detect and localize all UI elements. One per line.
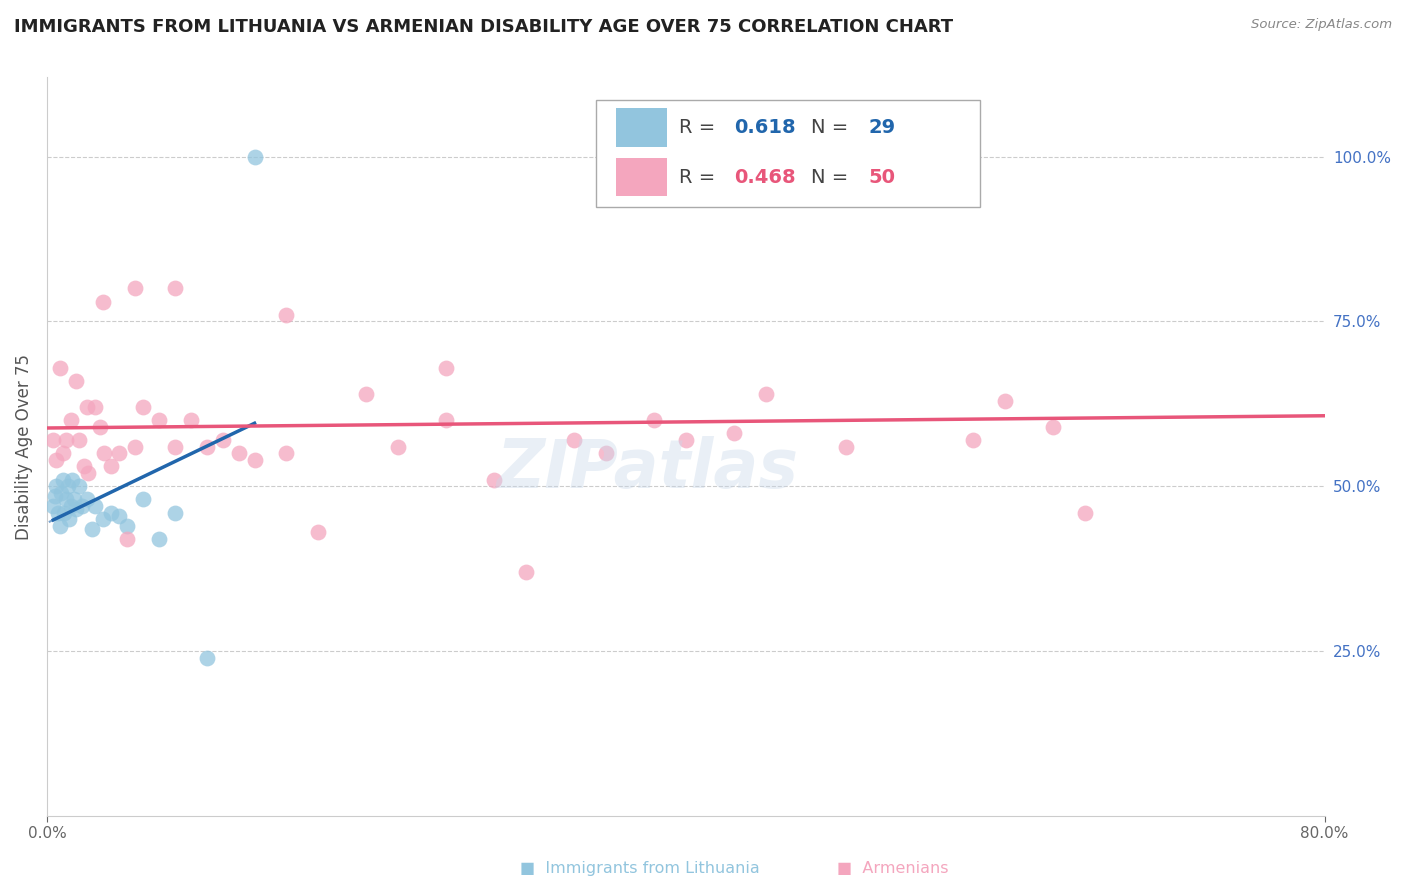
Point bbox=[124, 440, 146, 454]
Point bbox=[53, 506, 76, 520]
Text: ■  Armenians: ■ Armenians bbox=[837, 861, 948, 876]
Point bbox=[595, 446, 617, 460]
Point bbox=[46, 506, 69, 520]
Text: 29: 29 bbox=[869, 118, 896, 137]
Point bbox=[65, 502, 87, 516]
Point bbox=[70, 499, 93, 513]
Point bbox=[59, 413, 82, 427]
Text: ■  Immigrants from Lithuania: ■ Immigrants from Lithuania bbox=[520, 861, 761, 876]
Point bbox=[80, 522, 103, 536]
Point bbox=[44, 489, 66, 503]
Point bbox=[59, 499, 82, 513]
Point bbox=[228, 446, 250, 460]
Point bbox=[962, 433, 984, 447]
Point bbox=[834, 440, 856, 454]
Point bbox=[76, 400, 98, 414]
Point bbox=[107, 508, 129, 523]
Point bbox=[63, 492, 86, 507]
Point bbox=[163, 506, 186, 520]
Point bbox=[132, 400, 155, 414]
Point bbox=[107, 446, 129, 460]
Text: R =: R = bbox=[679, 118, 721, 137]
Point bbox=[42, 499, 65, 513]
Point bbox=[307, 525, 329, 540]
Point bbox=[77, 466, 100, 480]
Point bbox=[58, 512, 80, 526]
Point bbox=[195, 440, 218, 454]
Text: 0.618: 0.618 bbox=[734, 118, 796, 137]
Bar bbox=[616, 158, 666, 196]
Point bbox=[180, 413, 202, 427]
Bar bbox=[616, 109, 666, 147]
Point bbox=[93, 446, 115, 460]
Point bbox=[65, 374, 87, 388]
Point bbox=[387, 440, 409, 454]
Point bbox=[434, 413, 457, 427]
Point bbox=[723, 426, 745, 441]
Point bbox=[163, 281, 186, 295]
Point bbox=[76, 492, 98, 507]
Point bbox=[356, 387, 378, 401]
Point bbox=[515, 565, 537, 579]
Point bbox=[67, 433, 90, 447]
Y-axis label: Disability Age Over 75: Disability Age Over 75 bbox=[15, 353, 32, 540]
Point bbox=[994, 393, 1017, 408]
Text: Source: ZipAtlas.com: Source: ZipAtlas.com bbox=[1251, 18, 1392, 31]
Bar bbox=[596, 100, 980, 207]
Point bbox=[914, 150, 936, 164]
Text: 0.468: 0.468 bbox=[734, 168, 796, 186]
Point bbox=[211, 433, 233, 447]
Point bbox=[100, 506, 122, 520]
Point bbox=[55, 492, 77, 507]
Text: ZIPatlas: ZIPatlas bbox=[496, 436, 799, 502]
Point bbox=[243, 453, 266, 467]
Point bbox=[52, 446, 75, 460]
Point bbox=[115, 518, 138, 533]
Point bbox=[72, 459, 94, 474]
Point bbox=[1042, 420, 1064, 434]
Point bbox=[124, 281, 146, 295]
Text: 50: 50 bbox=[869, 168, 896, 186]
Text: N =: N = bbox=[811, 118, 855, 137]
Point bbox=[1074, 506, 1097, 520]
Point bbox=[276, 446, 298, 460]
Point bbox=[42, 433, 65, 447]
Text: N =: N = bbox=[811, 168, 855, 186]
Point bbox=[67, 479, 90, 493]
Point bbox=[48, 518, 70, 533]
Point bbox=[48, 360, 70, 375]
Text: IMMIGRANTS FROM LITHUANIA VS ARMENIAN DISABILITY AGE OVER 75 CORRELATION CHART: IMMIGRANTS FROM LITHUANIA VS ARMENIAN DI… bbox=[14, 18, 953, 36]
Point bbox=[115, 532, 138, 546]
Text: R =: R = bbox=[679, 168, 721, 186]
Point bbox=[643, 413, 665, 427]
Point bbox=[163, 440, 186, 454]
Point bbox=[675, 433, 697, 447]
Point bbox=[562, 433, 585, 447]
Point bbox=[195, 650, 218, 665]
Point bbox=[45, 479, 67, 493]
Point bbox=[100, 459, 122, 474]
Point bbox=[482, 473, 505, 487]
Point bbox=[148, 532, 170, 546]
Point bbox=[83, 499, 105, 513]
Point bbox=[51, 485, 73, 500]
Point bbox=[62, 473, 84, 487]
Point bbox=[91, 512, 114, 526]
Point bbox=[89, 420, 111, 434]
Point bbox=[83, 400, 105, 414]
Point bbox=[243, 150, 266, 164]
Point bbox=[55, 433, 77, 447]
Point bbox=[132, 492, 155, 507]
Point bbox=[45, 453, 67, 467]
Point bbox=[434, 360, 457, 375]
Point bbox=[56, 479, 79, 493]
Point bbox=[52, 473, 75, 487]
Point bbox=[276, 308, 298, 322]
Point bbox=[91, 294, 114, 309]
Point bbox=[148, 413, 170, 427]
Point bbox=[755, 387, 778, 401]
